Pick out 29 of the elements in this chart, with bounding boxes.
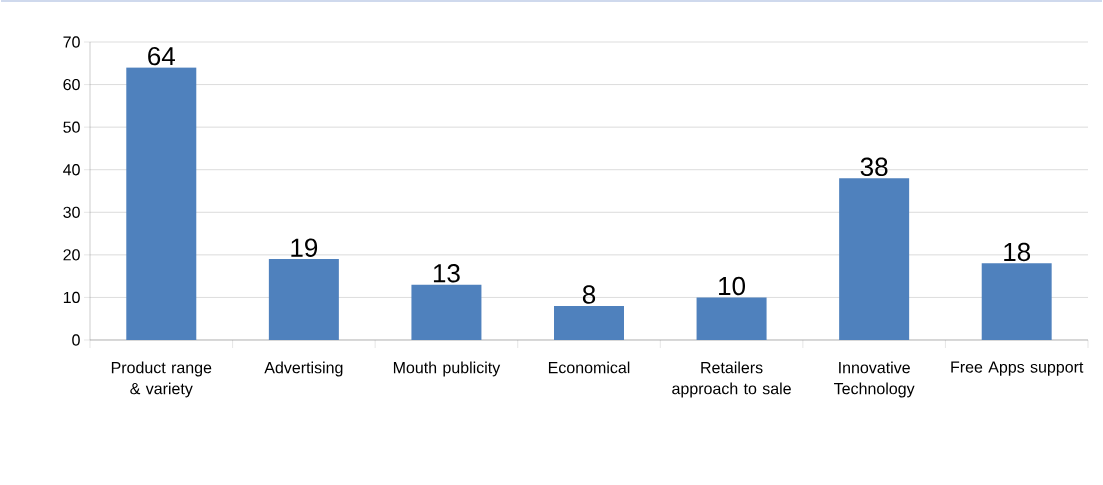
y-tick-label: 70 bbox=[63, 36, 80, 48]
y-tick-label: 10 bbox=[63, 291, 80, 304]
data-label: 8 bbox=[582, 285, 596, 304]
data-label: 18 bbox=[1004, 242, 1031, 262]
data-label: 64 bbox=[148, 46, 175, 66]
y-tick-label: 20 bbox=[63, 249, 80, 261]
data-label: 19 bbox=[291, 238, 318, 257]
x-tick-label: Innovative Technology bbox=[834, 361, 915, 398]
x-tick-label: Mouth publicity bbox=[393, 361, 501, 377]
bar bbox=[126, 67, 197, 340]
data-label: 13 bbox=[433, 264, 460, 283]
x-tick-label: Free Apps support bbox=[951, 361, 1084, 376]
x-tick-label: Economical bbox=[548, 361, 630, 374]
bar bbox=[981, 263, 1052, 340]
y-tick-label: 40 bbox=[63, 164, 80, 176]
x-tick-label: Retailers approach to sale bbox=[672, 361, 791, 398]
y-tick-label: 60 bbox=[63, 78, 80, 91]
y-tick-label: 50 bbox=[63, 121, 80, 133]
bar bbox=[839, 178, 910, 340]
bar bbox=[696, 297, 767, 340]
bar bbox=[554, 305, 624, 340]
data-label: 10 bbox=[719, 276, 746, 296]
y-tick-label: 30 bbox=[63, 206, 80, 218]
data-label: 38 bbox=[860, 157, 888, 177]
x-tick-label: Product range & variety bbox=[111, 361, 212, 398]
bar bbox=[268, 259, 339, 340]
y-tick-label: 0 bbox=[72, 334, 80, 346]
x-tick-label: Advertising bbox=[264, 361, 343, 377]
bar bbox=[411, 284, 482, 340]
